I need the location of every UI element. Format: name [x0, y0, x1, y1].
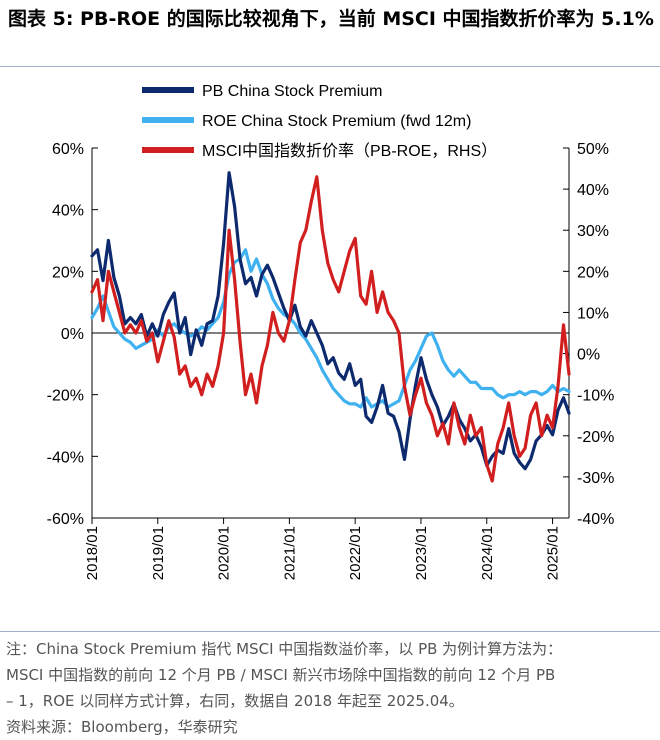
- x-tick-label: 2023/01: [413, 526, 430, 580]
- legend-label: MSCI中国指数折价率（PB-ROE，RHS）: [202, 142, 497, 160]
- x-tick-label: 2024/01: [479, 526, 496, 580]
- chart-container: 60% 40% 20% 0% -20% -40% -60% 50% 40% 30% 20% 10% 0%…: [0, 68, 660, 630]
- note-line-2: MSCI 中国指数的前向 12 个月 PB / MSCI 新兴市场除中国指数的前…: [6, 666, 556, 684]
- right-y-tick-label: -30%: [577, 470, 614, 487]
- msci-discount-line: [90, 175, 571, 483]
- right-y-tick-label: 40%: [577, 182, 609, 199]
- notes-divider: [0, 631, 660, 632]
- right-y-tick-label: 30%: [577, 223, 609, 240]
- right-y-tick-label: 50%: [577, 141, 609, 158]
- left-y-tick-label: 40%: [52, 203, 84, 220]
- dual-axis-line-chart: 60% 40% 20% 0% -20% -40% -60% 50% 40% 30% 20% 10% 0%…: [47, 83, 615, 580]
- right-y-tick-label: 0%: [577, 347, 600, 364]
- x-tick-label: 2022/01: [347, 526, 364, 580]
- note-line-1: 注：China Stock Premium 指代 MSCI 中国指数溢价率，以 …: [6, 640, 563, 658]
- legend-label: ROE China Stock Premium (fwd 12m): [202, 113, 471, 130]
- note-line-3: – 1，ROE 以同样方式计算，右同，数据自 2018 年起至 2025.04。: [6, 692, 464, 710]
- pb-premium-line: [90, 171, 571, 471]
- x-tick-label: 2019/01: [150, 526, 167, 580]
- legend-label: PB China Stock Premium: [202, 83, 383, 100]
- x-tick-label: 2021/01: [281, 526, 298, 580]
- right-y-tick-label: -20%: [577, 429, 614, 446]
- figure-title-block: 图表 5: PB-ROE 的国际比较视角下，当前 MSCI 中国指数折价率为 5…: [8, 4, 654, 34]
- left-y-tick-label: 20%: [52, 264, 84, 281]
- right-y-tick-label: 20%: [577, 264, 609, 281]
- notes-block: 注：China Stock Premium 指代 MSCI 中国指数溢价率，以 …: [6, 636, 656, 740]
- x-tick-label: 2025/01: [545, 526, 562, 580]
- left-y-tick-label: 60%: [52, 141, 84, 158]
- right-y-tick-label: 10%: [577, 305, 609, 322]
- right-y-tick-label: -40%: [577, 511, 614, 528]
- left-y-tick-label: -60%: [47, 511, 84, 528]
- x-tick-label: 2018/01: [84, 526, 101, 580]
- x-tick-label: 2020/01: [216, 526, 233, 580]
- title-divider: [0, 66, 660, 67]
- left-y-tick-label: -20%: [47, 388, 84, 405]
- left-y-tick-label: 0%: [61, 326, 84, 343]
- source-line: 资料来源：Bloomberg，华泰研究: [6, 718, 238, 736]
- left-y-tick-label: -40%: [47, 449, 84, 466]
- right-y-tick-label: -10%: [577, 388, 614, 405]
- figure-title: 图表 5: PB-ROE 的国际比较视角下，当前 MSCI 中国指数折价率为 5…: [8, 8, 654, 30]
